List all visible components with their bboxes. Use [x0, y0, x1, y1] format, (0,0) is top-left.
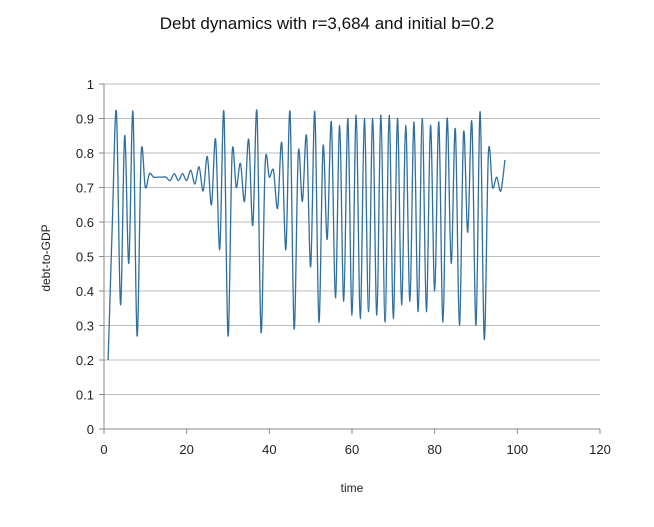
y-tick-label: 0.3 — [76, 319, 94, 334]
y-tick-label: 1 — [87, 77, 94, 92]
y-tick-label: 0.4 — [76, 284, 94, 299]
x-tick-labels: 0 20 40 60 80 100 120 — [100, 442, 610, 457]
y-tick-label: 0.1 — [76, 388, 94, 403]
y-tick-label: 0.5 — [76, 250, 94, 265]
x-axis-label: time — [341, 481, 364, 495]
gridlines — [104, 83, 600, 430]
x-tick-label: 0 — [100, 442, 107, 457]
y-tick-label: 0.7 — [76, 181, 94, 196]
x-tick-label: 20 — [179, 442, 193, 457]
x-tick-label: 100 — [506, 442, 528, 457]
x-tick-label: 60 — [345, 442, 359, 457]
x-tick-label: 40 — [262, 442, 276, 457]
y-tick-label: 0.9 — [76, 112, 94, 127]
axes — [99, 83, 601, 434]
y-tick-label: 0.8 — [76, 146, 94, 161]
x-tick-label: 80 — [427, 442, 441, 457]
series-line — [107, 109, 506, 361]
y-tick-label: 0 — [87, 422, 94, 437]
y-axis-label: debt-to-GDP — [39, 224, 53, 291]
chart-title: Debt dynamics with r=3,684 and initial b… — [159, 14, 495, 33]
y-tick-label: 0.6 — [76, 215, 94, 230]
x-tick-label: 120 — [589, 442, 611, 457]
y-tick-labels: 0 0.1 0.2 0.3 0.4 0.5 0.6 0.7 0.8 0.9 1 — [76, 77, 94, 437]
y-tick-label: 0.2 — [76, 353, 94, 368]
